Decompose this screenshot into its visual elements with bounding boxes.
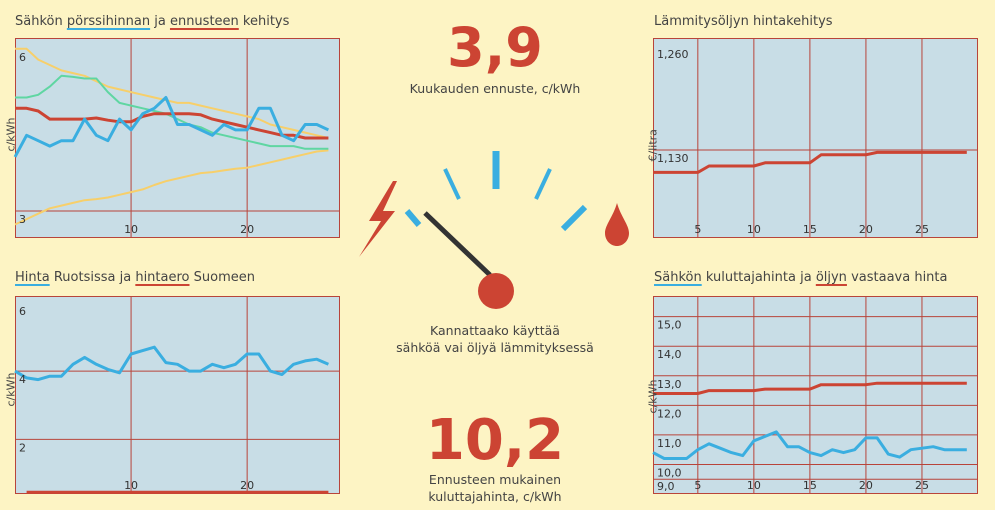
y-tick-label: 13,0: [657, 378, 682, 391]
legend-spot-price: pörssihinnan: [66, 14, 151, 29]
x-tick-label: 20: [859, 479, 873, 492]
forecast-value: 3,9: [447, 16, 543, 79]
gauge: [359, 151, 629, 309]
plot-area: [15, 296, 340, 494]
y-tick-label: 15,0: [657, 319, 682, 332]
legend-electricity: Sähkön: [654, 270, 702, 285]
gauge-tick: [534, 168, 552, 200]
plot-area: [653, 296, 978, 494]
y-tick-label: 11,0: [657, 437, 682, 450]
chart-consumer-oil: 5 10 15 20 25 15,0 14,0 13,0 12,0 11,0 10,09,0: [652, 296, 978, 494]
ylabel-oil-price: €/litra: [646, 129, 660, 162]
series-band_lower: [14, 149, 329, 226]
gauge-tick: [404, 209, 422, 227]
consumer-caption-line-2: kuluttajahinta, c/kWh: [428, 489, 562, 504]
series-sweden: [14, 345, 330, 382]
legend-oil: öljyn: [815, 270, 847, 285]
y-tick-label: 9,0: [657, 480, 675, 493]
x-tick-label: 10: [124, 223, 138, 236]
question-line-1: Kannattaako käyttää: [430, 323, 560, 338]
series-band_upper: [15, 47, 329, 139]
title-part: Sähkön: [15, 14, 67, 29]
title-part: ja: [150, 14, 170, 29]
y-tick-label: 3: [19, 213, 26, 226]
x-tick-label: 20: [240, 479, 254, 492]
gauge-hub: [478, 273, 514, 309]
ylabel-consumer-oil: c/kWh: [646, 379, 660, 414]
oil-drop-icon: [605, 203, 629, 246]
ylabel-spot-forecast: c/kWh: [4, 117, 18, 152]
x-tick-label: 25: [915, 479, 929, 492]
consumer-price-caption: Ennusteen mukainen kuluttajahinta, c/kWh: [380, 471, 610, 505]
consumer-caption-line-1: Ennusteen mukainen: [428, 472, 562, 487]
series-spot: [13, 96, 330, 158]
x-tick-label: 5: [694, 223, 701, 236]
question-text: Kannattaako käyttää sähköä vai öljyä läm…: [360, 322, 630, 356]
x-tick-label: 20: [240, 223, 254, 236]
chart-oil-price: 5 10 15 20 25 1,260 1,130: [653, 38, 978, 238]
ylabel-sweden-diff: c/kWh: [4, 372, 18, 407]
gauge-tick: [443, 168, 461, 200]
consumer-price-value: 10,2: [425, 408, 565, 473]
series-oil_equivalent: [653, 381, 967, 395]
plot-area: [653, 38, 978, 238]
title-spot-forecast: Sähkön pörssihinnan ja ennusteen kehitys: [15, 14, 289, 29]
y-tick-label: 14,0: [657, 348, 682, 361]
gauge-tick: [560, 204, 588, 232]
legend-sweden-price: Hinta: [15, 270, 50, 285]
y-tick-label: 1,260: [657, 48, 689, 61]
series-oil: [653, 150, 967, 174]
title-oil-price: Lämmitysöljyn hintakehitys: [654, 14, 833, 29]
legend-price-difference: hintaero: [135, 270, 190, 285]
title-part: vastaava hinta: [846, 270, 948, 285]
forecast-caption: Kuukauden ennuste, c/kWh: [409, 81, 581, 96]
title-part: kehitys: [238, 14, 290, 29]
title-sweden-diff: Hinta Ruotsissa ja hintaero Suomeen: [15, 270, 255, 285]
chart-spot-forecast: 10 20 6 3: [13, 38, 340, 238]
x-tick-label: 10: [124, 479, 138, 492]
title-part: kuluttajahinta ja: [701, 270, 816, 285]
gauge-needle: [423, 211, 492, 277]
series-band_mid: [15, 74, 329, 150]
x-tick-label: 15: [803, 479, 817, 492]
x-tick-label: 25: [915, 223, 929, 236]
x-tick-label: 10: [747, 223, 761, 236]
y-tick-label: 4: [19, 373, 26, 386]
title-part: Ruotsissa ja: [49, 270, 136, 285]
question-line-2: sähköä vai öljyä lämmityksessä: [396, 340, 594, 355]
y-tick-label: 6: [19, 51, 26, 64]
x-tick-label: 15: [803, 223, 817, 236]
y-tick-label: 6: [19, 305, 26, 318]
lightning-icon: [359, 181, 397, 257]
legend-forecast: ennusteen: [169, 14, 239, 29]
title-consumer-oil: Sähkön kuluttajahinta ja öljyn vastaava …: [654, 270, 947, 285]
x-tick-label: 5: [694, 479, 701, 492]
y-tick-label: 12,0: [657, 407, 682, 420]
x-tick-label: 10: [747, 479, 761, 492]
y-tick-label: 10,0: [657, 466, 682, 479]
x-tick-label: 20: [859, 223, 873, 236]
title-part: Suomeen: [189, 270, 255, 285]
y-tick-label: 2: [19, 441, 26, 454]
series-electricity: [652, 430, 967, 460]
y-tick-label: 1,130: [657, 152, 689, 165]
chart-sweden-diff: 10 20 6 4 2: [14, 296, 340, 494]
